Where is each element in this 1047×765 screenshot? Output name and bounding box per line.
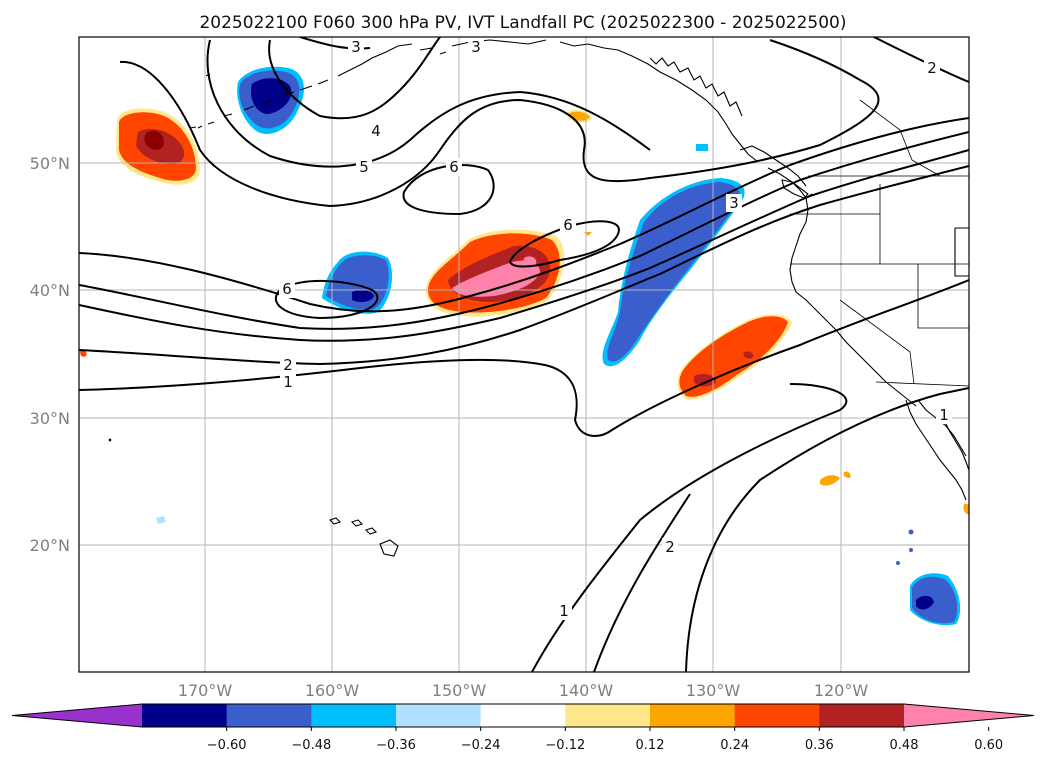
contour-label: 6: [563, 216, 573, 234]
colorbar-segment: [819, 704, 905, 727]
lon-tick-label: 140°W: [559, 681, 614, 700]
latitude-labels: 50°N 40°N 30°N 20°N: [30, 154, 70, 555]
contour-label: 6: [282, 280, 292, 298]
colorbar-tick-label: −0.60: [207, 738, 247, 753]
contour-labels: 3 3 2 4 5 6 6 6 2 1 3: [279, 38, 952, 620]
colorbar-tick-label: −0.12: [545, 738, 585, 753]
colorbar: −0.60 −0.48 −0.36 −0.24 −0.12 0.12 0.24 0.36 0.4…: [11, 703, 1035, 753]
longitude-labels: 170°W 160°W 150°W 140°W 130°W 120°W: [178, 681, 869, 700]
contour-label: 3: [471, 38, 481, 56]
contour-label: 1: [283, 373, 293, 391]
colorbar-segments: [11, 703, 1035, 728]
colorbar-segment: [142, 704, 228, 727]
colorbar-segment: [480, 704, 566, 727]
lon-tick-label: 130°W: [686, 681, 741, 700]
colorbar-extend-low: [12, 704, 142, 727]
lat-tick-label: 30°N: [30, 409, 70, 428]
map-panel: 3 3 2 4 5 6 6 6 2 1 3: [30, 36, 970, 700]
political-borders: [790, 99, 969, 387]
contour-label: 2: [283, 356, 293, 374]
colorbar-tick-label: −0.24: [461, 738, 501, 753]
lat-tick-label: 40°N: [30, 281, 70, 300]
colorbar-tick-label: 0.12: [636, 738, 665, 753]
colorbar-segment: [396, 704, 482, 727]
contour-label: 4: [371, 122, 381, 140]
contour-6-loop-north: [402, 164, 495, 216]
gridlines: [79, 37, 969, 672]
colorbar-extend-high: [904, 704, 1034, 727]
contour-label: 6: [449, 158, 459, 176]
contour-label: 1: [559, 602, 569, 620]
contour-label: 3: [729, 194, 739, 212]
colorbar-segment: [311, 704, 397, 727]
figure-title: 2025022100 F060 300 hPa PV, IVT Landfall…: [199, 13, 846, 33]
colorbar-segment: [650, 704, 736, 727]
colorbar-segment: [226, 704, 312, 727]
lon-tick-label: 120°W: [814, 681, 869, 700]
contour-label: 5: [359, 158, 369, 176]
colorbar-tick-label: 0.48: [890, 738, 919, 753]
colorbar-tick-label: 0.60: [974, 738, 1003, 753]
contour-label: 2: [927, 59, 937, 77]
pv-contours: [79, 37, 969, 672]
contour-label: 3: [351, 38, 361, 56]
colorbar-tick-label: 0.24: [720, 738, 749, 753]
colorbar-tick-label: −0.36: [376, 738, 416, 753]
contour-6-loop-east: [508, 220, 620, 268]
lat-tick-label: 20°N: [30, 536, 70, 555]
shaded-anomalies: [80, 66, 969, 626]
lat-tick-label: 50°N: [30, 154, 70, 173]
colorbar-ticks: −0.60 −0.48 −0.36 −0.24 −0.12 0.12 0.24 0.36 0.4…: [207, 727, 1003, 753]
lon-tick-label: 160°W: [305, 681, 360, 700]
contour-6-loop-west: [274, 280, 379, 320]
colorbar-tick-label: 0.36: [805, 738, 834, 753]
colorbar-segment: [734, 704, 820, 727]
colorbar-tick-label: −0.48: [291, 738, 331, 753]
lon-tick-label: 170°W: [178, 681, 233, 700]
contour-label: 2: [665, 538, 675, 556]
colorbar-segment: [565, 704, 651, 727]
contour-label: 1: [939, 406, 949, 424]
lon-tick-label: 150°W: [432, 681, 487, 700]
map-frame: [78, 36, 970, 673]
